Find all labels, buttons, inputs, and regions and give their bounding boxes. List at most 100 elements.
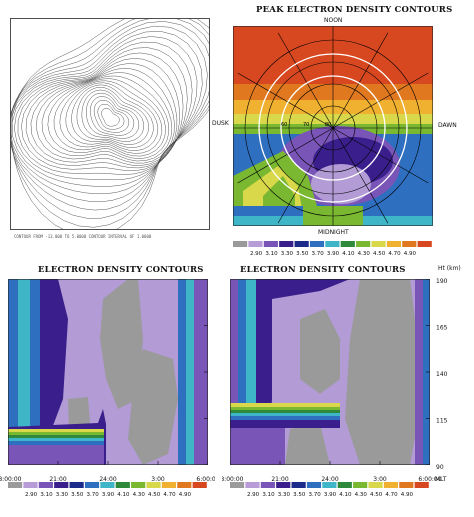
x-tick-label: 6:00:00 bbox=[418, 476, 441, 483]
x-tick-label: 18:00:00 bbox=[222, 476, 244, 483]
colorbar-label: 3.30 bbox=[281, 251, 294, 257]
colorbar-label: 3.10 bbox=[265, 251, 278, 257]
polar-spoke bbox=[277, 127, 334, 224]
x-tick-label: 24:00 bbox=[99, 476, 116, 483]
colorbar-swatch bbox=[353, 482, 368, 488]
contour-line bbox=[35, 68, 175, 164]
colorbar-swatch bbox=[230, 482, 245, 488]
contour-line bbox=[90, 96, 135, 136]
colorbar-swatch bbox=[294, 241, 309, 247]
colorbar-label: 2.90 bbox=[25, 492, 38, 498]
contour-line bbox=[11, 36, 198, 187]
colorbar-label: 2.90 bbox=[250, 251, 263, 257]
colorbar-swatch bbox=[276, 482, 291, 488]
polar-title: PEAK ELECTRON DENSITY CONTOURS bbox=[256, 5, 453, 15]
colorbar-swatch bbox=[100, 482, 115, 488]
y-axis-unit: Ht (km) bbox=[438, 265, 461, 272]
bottom-right-yaxis: 190 165 140 115 90 bbox=[432, 274, 462, 471]
colorbar-swatch bbox=[371, 241, 386, 247]
colorbar-swatch bbox=[263, 241, 278, 247]
bottom-right-colorbar-svg: 2.90 3.10 3.30 3.50 3.70 3.90 4.10 4.30 4.50 4.70… bbox=[230, 482, 429, 498]
dusk-label: DUSK bbox=[212, 120, 229, 127]
contour-line bbox=[97, 103, 125, 130]
polar-spoke bbox=[332, 127, 429, 184]
bottom-right-colorbar: 2.90 3.10 3.30 3.50 3.70 3.90 4.10 4.30 4.50 4.70… bbox=[230, 482, 430, 498]
colorbar-label: 3.70 bbox=[308, 492, 321, 498]
contour-line bbox=[41, 72, 173, 162]
polar-spoke bbox=[237, 127, 334, 184]
x-axis-unit: MLT bbox=[435, 476, 447, 483]
bottom-left-plot bbox=[7, 278, 209, 466]
colorbar-label: 2.90 bbox=[247, 492, 260, 498]
colorbar-swatch bbox=[84, 482, 100, 488]
bottom-right-title: ELECTRON DENSITY CONTOURS bbox=[240, 265, 406, 275]
bottom-left-xaxis: 18:00:00 21:00 24:00 3:00 6:00:00 bbox=[0, 468, 220, 483]
colorbar-swatch bbox=[131, 482, 146, 488]
x-tick-label: 21:00 bbox=[49, 476, 66, 483]
colorbar-swatch bbox=[309, 241, 325, 247]
colorbar-label: 4.70 bbox=[385, 492, 398, 498]
colorbar-label: 4.30 bbox=[355, 492, 368, 498]
polar-map-svg: 80 70 60 bbox=[233, 26, 433, 226]
colorbar-label: 3.10 bbox=[262, 492, 275, 498]
colorbar-label: 4.50 bbox=[373, 251, 386, 257]
contour-line bbox=[14, 41, 193, 181]
colorbar-swatch bbox=[322, 482, 337, 488]
polar-map: 80 70 60 bbox=[233, 26, 433, 226]
contour-footer: CONTOUR FROM -13.000 TO 5.0000 CONTOUR I… bbox=[14, 234, 152, 239]
colorbar-label: 4.10 bbox=[117, 492, 130, 498]
dawn-label: DAWN bbox=[438, 122, 457, 129]
colorbar-swatch bbox=[146, 482, 161, 488]
contour-line bbox=[30, 63, 178, 166]
colorbar-label: 4.30 bbox=[133, 492, 146, 498]
colorbar-swatch bbox=[340, 241, 355, 247]
contour-line-plot bbox=[8, 9, 224, 237]
x-tick-label: 3:00 bbox=[151, 476, 165, 483]
x-tick-label: 6:00:00 bbox=[196, 476, 215, 483]
colorbar-label: 4.10 bbox=[342, 251, 355, 257]
polar-spoke bbox=[277, 32, 334, 129]
colorbar-swatch bbox=[23, 482, 38, 488]
colorbar-swatch bbox=[306, 482, 322, 488]
contour-line bbox=[76, 87, 150, 145]
polar-colorbar-svg: 2.90 3.10 3.30 3.50 3.70 3.90 4.10 4.30 4.50 4.70… bbox=[233, 241, 432, 257]
polar-spoke bbox=[332, 127, 389, 224]
colorbar-swatch bbox=[291, 482, 306, 488]
colorbar-label: 4.90 bbox=[401, 492, 414, 498]
colorbar-swatch bbox=[161, 482, 177, 488]
colorbar-label: 3.50 bbox=[71, 492, 84, 498]
colorbar-swatch bbox=[399, 482, 414, 488]
colorbar-label: 3.30 bbox=[56, 492, 69, 498]
contour-line bbox=[9, 31, 203, 195]
contour-line bbox=[8, 25, 208, 203]
colorbar-swatch bbox=[177, 482, 192, 488]
contour-line-panel bbox=[8, 9, 224, 237]
bottom-right-plot-svg bbox=[229, 278, 431, 466]
contour-line bbox=[17, 47, 188, 175]
contour-line bbox=[8, 16, 217, 219]
contour-line bbox=[59, 80, 163, 154]
colorbar-label: 4.70 bbox=[163, 492, 176, 498]
contour-line bbox=[47, 75, 170, 159]
polar-spoke bbox=[332, 32, 389, 129]
colorbar-swatch bbox=[279, 241, 294, 247]
contour-line bbox=[21, 52, 184, 171]
colorbar-label: 4.90 bbox=[404, 251, 417, 257]
colorbar-swatch bbox=[69, 482, 84, 488]
contour-line bbox=[71, 84, 154, 148]
contour-line bbox=[25, 58, 180, 169]
y-tick-label: 165 bbox=[436, 325, 448, 332]
bottom-right-yaxis-svg: 190 165 140 115 90 bbox=[436, 278, 448, 471]
ring-label-70: 70 bbox=[303, 122, 309, 128]
contour-line bbox=[81, 89, 145, 142]
x-tick-label: 24:00 bbox=[321, 476, 338, 483]
colorbar-label: 3.90 bbox=[102, 492, 115, 498]
noon-label: NOON bbox=[324, 17, 343, 24]
bottom-left-colorbar-svg: 2.90 3.10 3.30 3.50 3.70 3.90 4.10 4.30 4.50 4.70… bbox=[8, 482, 207, 498]
colorbar-swatch bbox=[192, 482, 207, 488]
colorbar-label: 4.50 bbox=[148, 492, 161, 498]
colorbar-swatch bbox=[417, 241, 432, 247]
colorbar-label: 4.50 bbox=[370, 492, 383, 498]
midnight-label: MIDNIGHT bbox=[318, 229, 349, 236]
colorbar-swatch bbox=[260, 482, 275, 488]
